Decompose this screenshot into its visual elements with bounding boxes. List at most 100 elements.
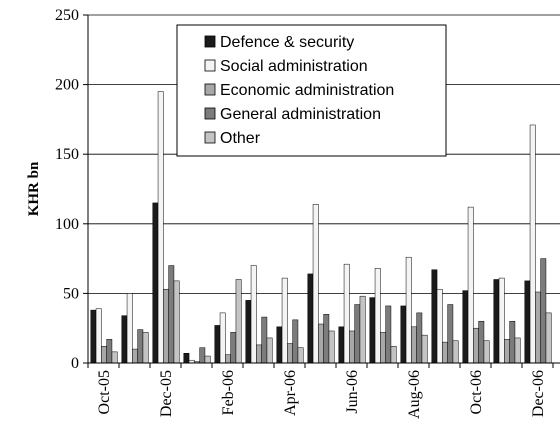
bar	[199, 347, 206, 364]
bar	[509, 320, 516, 364]
bar	[256, 344, 262, 364]
bar	[390, 346, 397, 364]
bar	[292, 319, 299, 364]
bars	[90, 91, 552, 364]
x-tick-label: Feb-06	[220, 370, 237, 415]
legend-swatch	[204, 83, 216, 96]
bar	[235, 279, 242, 364]
x-tick-label: Oct-06	[468, 370, 485, 414]
bar	[230, 332, 237, 364]
bar	[338, 326, 345, 364]
bar	[529, 124, 536, 364]
y-tick-label: 250	[55, 7, 79, 24]
y-axis-label: KHR bn	[26, 161, 42, 216]
x-tick-labels: Oct-05 Dec-05 Feb-06 Apr-06 Jun-06 Aug-06 Oct-…	[96, 370, 547, 419]
bar	[173, 280, 180, 364]
bar	[152, 202, 159, 364]
axes	[87, 15, 560, 368]
legend-box	[176, 24, 447, 157]
bar	[369, 297, 376, 364]
bar	[349, 330, 355, 364]
bar	[328, 330, 335, 364]
y-tick-label: 200	[55, 77, 79, 94]
y-tick-label: 0	[71, 355, 79, 372]
legend-swatch	[204, 35, 216, 48]
bar	[312, 204, 319, 364]
bar	[121, 315, 128, 364]
bar	[343, 263, 350, 364]
legend-swatch	[204, 107, 216, 120]
bar	[101, 346, 107, 364]
bar	[132, 348, 138, 364]
bar	[535, 291, 541, 364]
legend-label: Other	[220, 130, 261, 147]
bar	[95, 308, 102, 364]
bar	[452, 340, 459, 364]
bar	[163, 288, 169, 364]
y-tick-label: 100	[55, 216, 79, 233]
bar	[354, 304, 361, 364]
bar	[266, 337, 273, 364]
legend-swatch	[204, 131, 216, 144]
bar	[359, 295, 366, 364]
bar	[276, 326, 283, 364]
x-tick-label: Dec-05	[158, 370, 175, 417]
bar	[380, 332, 386, 364]
bar	[405, 256, 412, 364]
bar	[250, 265, 257, 364]
bar	[245, 300, 252, 364]
bar	[126, 293, 133, 364]
bar	[447, 304, 454, 364]
y-tick-label: 50	[63, 285, 79, 302]
bar	[416, 312, 423, 364]
bar	[498, 277, 505, 364]
bar	[514, 337, 521, 364]
x-tick-label: Oct-05	[96, 370, 113, 414]
bar	[214, 325, 221, 364]
bar	[540, 258, 547, 364]
x-tick-label: Jun-06	[344, 370, 361, 414]
bar	[106, 339, 113, 364]
bar	[436, 288, 443, 364]
bar	[483, 340, 490, 364]
bar	[400, 305, 407, 364]
legend-swatch	[204, 59, 216, 72]
bar	[204, 355, 211, 364]
y-tick-labels: 0 50 100 150 200 250	[55, 7, 88, 372]
x-tick-label: Dec-06	[530, 370, 547, 417]
bar	[297, 347, 304, 364]
bar	[261, 316, 268, 364]
legend-label: Social administration	[220, 58, 368, 75]
bar	[504, 339, 510, 364]
bar	[225, 354, 231, 364]
bar	[374, 268, 381, 364]
bar	[323, 314, 330, 364]
bar	[385, 305, 392, 364]
bar	[281, 277, 288, 364]
bar	[111, 351, 118, 364]
bar	[287, 343, 293, 364]
bar	[442, 341, 448, 364]
bar	[462, 290, 469, 364]
bar	[168, 265, 175, 364]
legend-label: General administration	[220, 106, 381, 123]
y-tick-label: 150	[55, 146, 79, 163]
bar	[183, 353, 190, 364]
bar	[157, 91, 164, 364]
legend-label: Defence & security	[220, 34, 354, 51]
bar	[307, 273, 314, 364]
bar	[411, 326, 417, 364]
x-tick-label: Apr-06	[282, 370, 299, 416]
bar	[431, 269, 438, 364]
bar	[318, 323, 324, 364]
bar	[473, 327, 479, 364]
bar	[493, 279, 500, 364]
legend-label: Economic administration	[220, 82, 394, 99]
bar	[90, 309, 97, 364]
x-tick-label: Aug-06	[406, 370, 423, 419]
bar	[137, 329, 144, 364]
bar	[467, 206, 474, 364]
bar	[545, 312, 552, 364]
bar	[421, 334, 428, 364]
